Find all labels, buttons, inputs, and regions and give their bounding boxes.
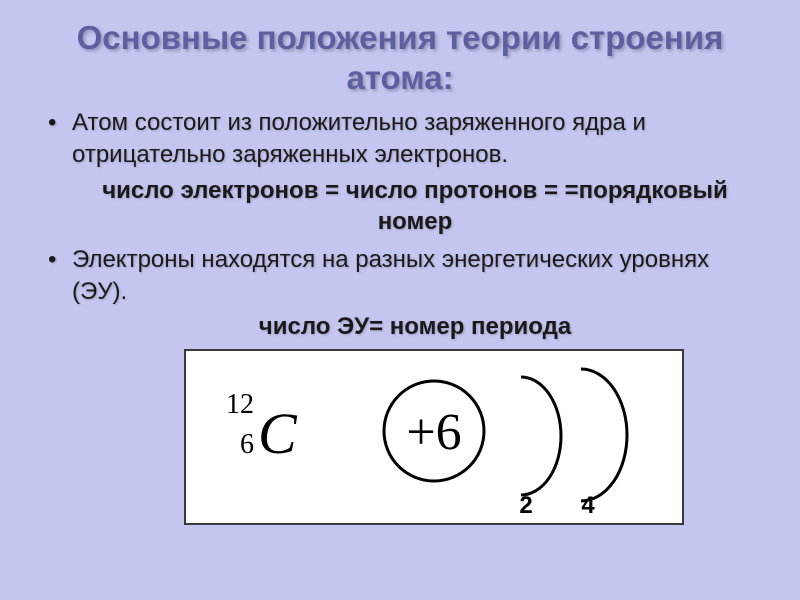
emphasis-line-1: число электронов = число протонов = =пор… (42, 175, 758, 238)
emphasis-line-2: число ЭУ= номер периода (42, 311, 758, 343)
atom-diagram-svg: 12 6C +6 2 4 (196, 357, 672, 515)
svg-text:12: 12 (226, 389, 254, 420)
slide-title: Основные положения теории строения атома… (42, 18, 758, 97)
svg-text:C: C (258, 401, 298, 466)
svg-text:6: 6 (240, 429, 254, 460)
svg-text:2: 2 (519, 492, 532, 515)
svg-text:+6: +6 (406, 404, 461, 461)
svg-text:4: 4 (581, 492, 595, 515)
bullet-item: Электроны находятся на разных энергетиче… (42, 244, 758, 307)
atom-diagram: 12 6C +6 2 4 (184, 349, 684, 525)
slide: Основные положения теории строения атома… (0, 0, 800, 600)
bullet-list: Атом состоит из положительно заряженного… (42, 107, 758, 170)
bullet-item: Атом состоит из положительно заряженного… (42, 107, 758, 170)
bullet-list: Электроны находятся на разных энергетиче… (42, 244, 758, 307)
